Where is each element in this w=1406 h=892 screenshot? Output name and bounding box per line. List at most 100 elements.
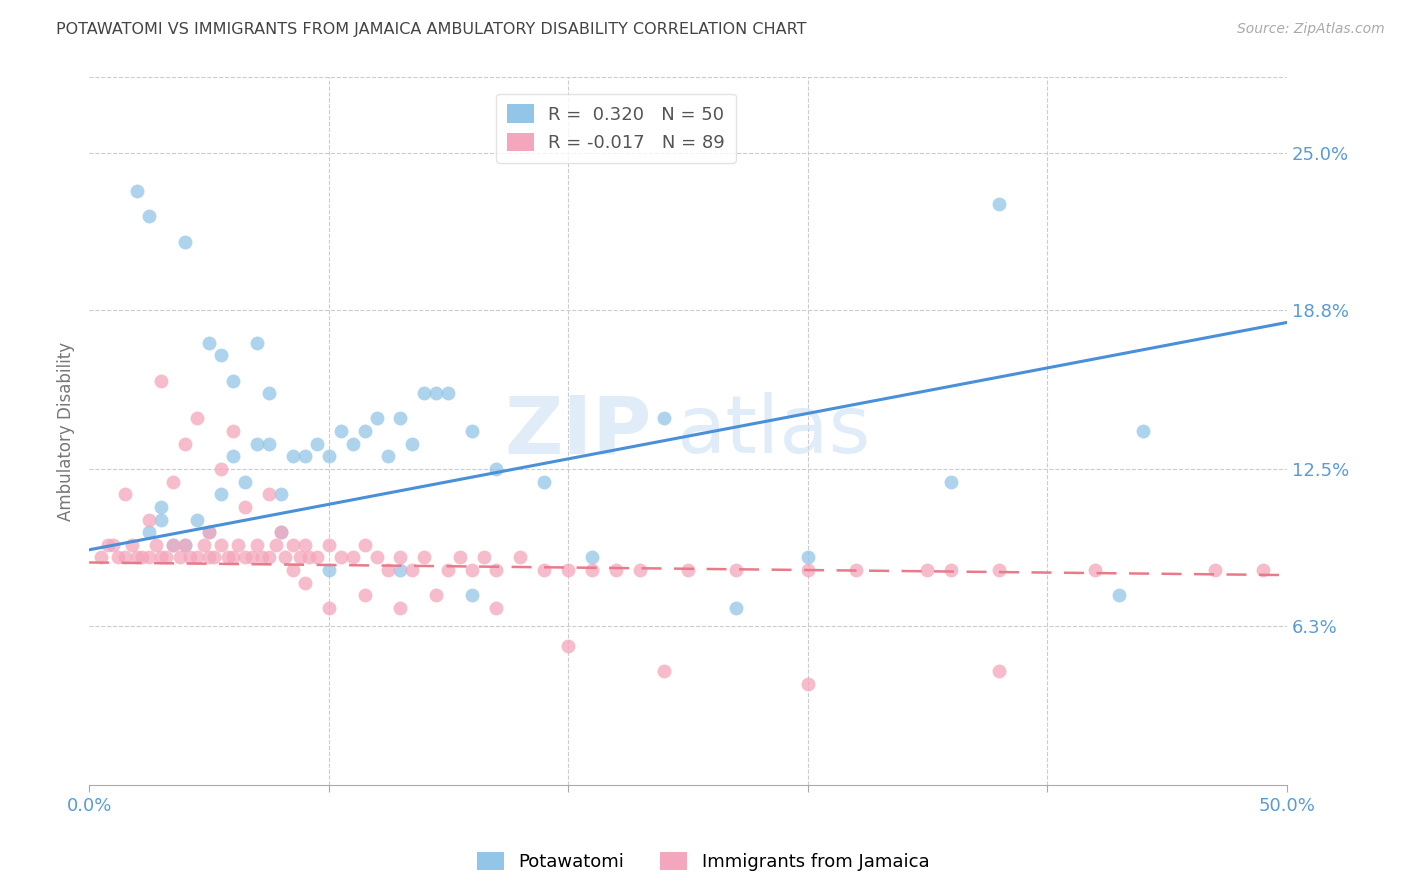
Point xyxy=(318,563,340,577)
Point xyxy=(366,411,388,425)
Point xyxy=(233,475,256,489)
Point xyxy=(222,374,245,388)
Point xyxy=(796,550,818,565)
Point xyxy=(366,550,388,565)
Y-axis label: Ambulatory Disability: Ambulatory Disability xyxy=(58,342,75,521)
Point xyxy=(389,411,412,425)
Point xyxy=(988,664,1011,678)
Point xyxy=(257,386,280,401)
Point xyxy=(138,550,160,565)
Point xyxy=(173,436,195,450)
Point xyxy=(246,436,269,450)
Point xyxy=(581,563,603,577)
Point xyxy=(101,538,124,552)
Point xyxy=(149,512,172,526)
Point xyxy=(257,550,280,565)
Point xyxy=(449,550,471,565)
Point xyxy=(796,676,818,690)
Point xyxy=(461,563,484,577)
Point xyxy=(186,550,208,565)
Point xyxy=(97,538,120,552)
Point xyxy=(233,550,256,565)
Point xyxy=(342,550,364,565)
Point xyxy=(198,335,221,350)
Point xyxy=(281,538,304,552)
Point xyxy=(149,500,172,514)
Point xyxy=(107,550,129,565)
Point xyxy=(149,550,172,565)
Point xyxy=(509,550,531,565)
Point xyxy=(186,411,208,425)
Text: atlas: atlas xyxy=(676,392,870,470)
Point xyxy=(628,563,651,577)
Point xyxy=(173,235,195,249)
Point xyxy=(162,538,184,552)
Point xyxy=(377,450,399,464)
Point xyxy=(425,386,447,401)
Point xyxy=(472,550,495,565)
Point xyxy=(401,563,423,577)
Point xyxy=(557,639,579,653)
Legend: Potawatomi, Immigrants from Jamaica: Potawatomi, Immigrants from Jamaica xyxy=(470,845,936,879)
Point xyxy=(209,348,232,362)
Point xyxy=(318,450,340,464)
Point xyxy=(257,487,280,501)
Point xyxy=(114,487,136,501)
Point xyxy=(209,538,232,552)
Point xyxy=(329,424,352,438)
Point xyxy=(485,462,508,476)
Point xyxy=(131,550,153,565)
Point xyxy=(389,601,412,615)
Point xyxy=(138,525,160,540)
Point xyxy=(941,563,963,577)
Legend: R =  0.320   N = 50, R = -0.017   N = 89: R = 0.320 N = 50, R = -0.017 N = 89 xyxy=(496,94,735,163)
Point xyxy=(198,525,221,540)
Point xyxy=(329,550,352,565)
Point xyxy=(557,563,579,577)
Point xyxy=(342,436,364,450)
Point xyxy=(652,664,675,678)
Point xyxy=(353,424,375,438)
Point xyxy=(724,563,747,577)
Point xyxy=(1204,563,1226,577)
Point xyxy=(917,563,939,577)
Point xyxy=(485,601,508,615)
Point xyxy=(294,450,316,464)
Point xyxy=(353,588,375,602)
Point xyxy=(425,588,447,602)
Point xyxy=(461,588,484,602)
Point xyxy=(193,538,215,552)
Text: Source: ZipAtlas.com: Source: ZipAtlas.com xyxy=(1237,22,1385,37)
Point xyxy=(305,436,328,450)
Point xyxy=(222,550,245,565)
Point xyxy=(845,563,868,577)
Point xyxy=(988,563,1011,577)
Text: ZIP: ZIP xyxy=(505,392,652,470)
Point xyxy=(246,538,269,552)
Point xyxy=(209,462,232,476)
Point xyxy=(389,550,412,565)
Point xyxy=(1108,588,1130,602)
Point xyxy=(294,538,316,552)
Point xyxy=(138,210,160,224)
Point xyxy=(186,512,208,526)
Point xyxy=(222,450,245,464)
Point xyxy=(533,475,555,489)
Point xyxy=(401,436,423,450)
Point xyxy=(198,525,221,540)
Point xyxy=(226,538,249,552)
Point xyxy=(724,601,747,615)
Point xyxy=(389,563,412,577)
Point xyxy=(173,538,195,552)
Point xyxy=(941,475,963,489)
Point xyxy=(652,411,675,425)
Point xyxy=(1251,563,1274,577)
Point xyxy=(198,550,221,565)
Point xyxy=(162,475,184,489)
Point xyxy=(217,550,239,565)
Point xyxy=(676,563,699,577)
Point xyxy=(114,550,136,565)
Point xyxy=(533,563,555,577)
Point xyxy=(90,550,112,565)
Point xyxy=(125,184,148,198)
